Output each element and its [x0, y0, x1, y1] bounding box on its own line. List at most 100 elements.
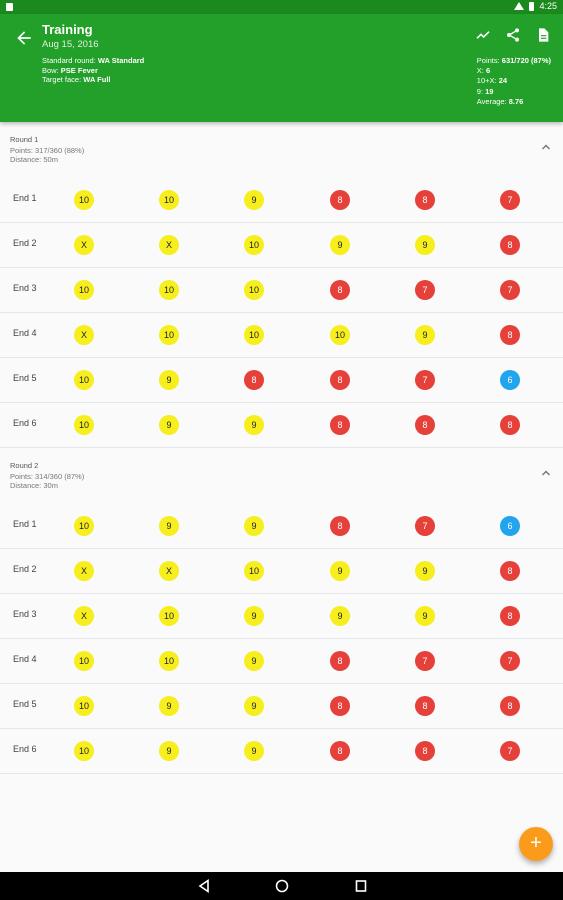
shot-score: 8: [330, 370, 350, 390]
round-distance: Distance: 50m: [10, 155, 58, 164]
shot-score: 9: [159, 516, 179, 536]
nav-recent-icon[interactable]: [355, 879, 367, 893]
shot-score: 10: [74, 190, 94, 210]
nav-back-icon[interactable]: [197, 879, 211, 893]
shot-score: 9: [244, 696, 264, 716]
end-row[interactable]: End 1 10 10 9 8 8 7: [0, 178, 563, 223]
shot-score: 9: [330, 606, 350, 626]
shot-score: 9: [244, 606, 264, 626]
shot-score: X: [74, 606, 94, 626]
chart-icon[interactable]: [475, 27, 491, 43]
end-row[interactable]: End 5 10 9 9 8 8 8: [0, 684, 563, 729]
status-time: 4:25: [539, 1, 557, 11]
end-row[interactable]: End 2 X X 10 9 9 8: [0, 549, 563, 594]
shot-score: 8: [330, 696, 350, 716]
training-stats: Points: 631/720 (87%) X: 6 10+X: 24 9: 1…: [476, 56, 551, 106]
shot-score: 7: [415, 651, 435, 671]
shot-score: 8: [330, 280, 350, 300]
round-name: Round 1: [10, 135, 39, 144]
info-line: Standard round: WA Standard: [42, 56, 145, 65]
shot-score: 8: [500, 561, 520, 581]
shot-score: 8: [500, 325, 520, 345]
shot-score: 10: [74, 280, 94, 300]
shot-score: 10: [244, 561, 264, 581]
wifi-icon: [514, 2, 525, 10]
shot-score: 10: [159, 325, 179, 345]
shot-score: 9: [244, 415, 264, 435]
shot-score: 7: [500, 190, 520, 210]
shot-score: 8: [500, 415, 520, 435]
end-row[interactable]: End 1 10 9 9 8 7 6: [0, 504, 563, 549]
shot-score: 10: [244, 235, 264, 255]
round-header: Round 1 Points: 317/360 (88%) Distance: 50…: [0, 122, 563, 178]
shot-score: X: [159, 235, 179, 255]
shot-score: 8: [500, 696, 520, 716]
back-arrow-icon[interactable]: [14, 28, 34, 48]
shot-score: 9: [330, 561, 350, 581]
shot-score: 9: [244, 741, 264, 761]
info-line: Target face: WA Full: [42, 75, 111, 84]
shot-score: X: [74, 325, 94, 345]
shot-score: 8: [415, 415, 435, 435]
end-row[interactable]: End 3 10 10 10 8 7 7: [0, 268, 563, 313]
end-label: End 4: [13, 654, 37, 664]
shot-score: 10: [159, 190, 179, 210]
round-header: Round 2 Points: 314/360 (87%) Distance: 30…: [0, 448, 563, 504]
nav-home-icon[interactable]: [275, 879, 289, 893]
shot-score: 7: [415, 280, 435, 300]
rounds-list: Round 1 Points: 317/360 (88%) Distance: 50…: [0, 122, 563, 774]
shot-score: X: [74, 235, 94, 255]
shot-score: 9: [415, 235, 435, 255]
shot-score: 7: [415, 516, 435, 536]
shot-score: 10: [159, 651, 179, 671]
end-label: End 5: [13, 699, 37, 709]
shot-score: 10: [74, 370, 94, 390]
shot-score: 7: [500, 741, 520, 761]
app-bar: Training Aug 15, 2016 Standard round: WA…: [0, 14, 563, 122]
shot-score: 9: [159, 696, 179, 716]
end-label: End 4: [13, 328, 37, 338]
shot-score: 9: [415, 606, 435, 626]
end-row[interactable]: End 6 10 9 9 8 8 8: [0, 403, 563, 448]
end-row[interactable]: End 4 X 10 10 10 9 8: [0, 313, 563, 358]
shot-score: X: [159, 561, 179, 581]
training-info: Standard round: WA Standard Bow: PSE Fev…: [42, 56, 144, 85]
end-row[interactable]: End 6 10 9 9 8 8 7: [0, 729, 563, 774]
share-icon[interactable]: [505, 27, 521, 43]
shot-score: 9: [159, 370, 179, 390]
end-row[interactable]: End 5 10 9 8 8 7 6: [0, 358, 563, 403]
end-label: End 2: [13, 564, 37, 574]
shot-score: 9: [244, 651, 264, 671]
end-label: End 5: [13, 373, 37, 383]
shot-score: 9: [244, 516, 264, 536]
collapse-chevron-icon[interactable]: [541, 142, 551, 152]
document-icon[interactable]: [535, 27, 551, 43]
shot-score: 10: [74, 741, 94, 761]
end-row[interactable]: End 3 X 10 9 9 9 8: [0, 594, 563, 639]
shot-score: 10: [74, 696, 94, 716]
end-label: End 3: [13, 609, 37, 619]
status-bar: 4:25: [0, 0, 563, 14]
shot-score: 8: [500, 606, 520, 626]
end-row[interactable]: End 4 10 10 9 8 7 7: [0, 639, 563, 684]
shot-score: 8: [415, 190, 435, 210]
collapse-chevron-icon[interactable]: [541, 468, 551, 478]
end-label: End 1: [13, 519, 37, 529]
shot-score: 9: [159, 415, 179, 435]
training-date: Aug 15, 2016: [42, 39, 99, 50]
end-row[interactable]: End 2 X X 10 9 9 8: [0, 223, 563, 268]
shot-score: 7: [500, 651, 520, 671]
round-points: Points: 314/360 (87%): [10, 472, 85, 481]
add-end-button[interactable]: +: [519, 827, 553, 861]
shot-score: 7: [415, 370, 435, 390]
shot-score: 8: [415, 741, 435, 761]
shot-score: 8: [500, 235, 520, 255]
shot-score: 6: [500, 516, 520, 536]
shot-score: X: [74, 561, 94, 581]
end-label: End 6: [13, 744, 37, 754]
shot-score: 9: [159, 741, 179, 761]
shot-score: 10: [74, 651, 94, 671]
shot-score: 10: [244, 280, 264, 300]
shot-score: 10: [244, 325, 264, 345]
round-points: Points: 317/360 (88%): [10, 146, 85, 155]
